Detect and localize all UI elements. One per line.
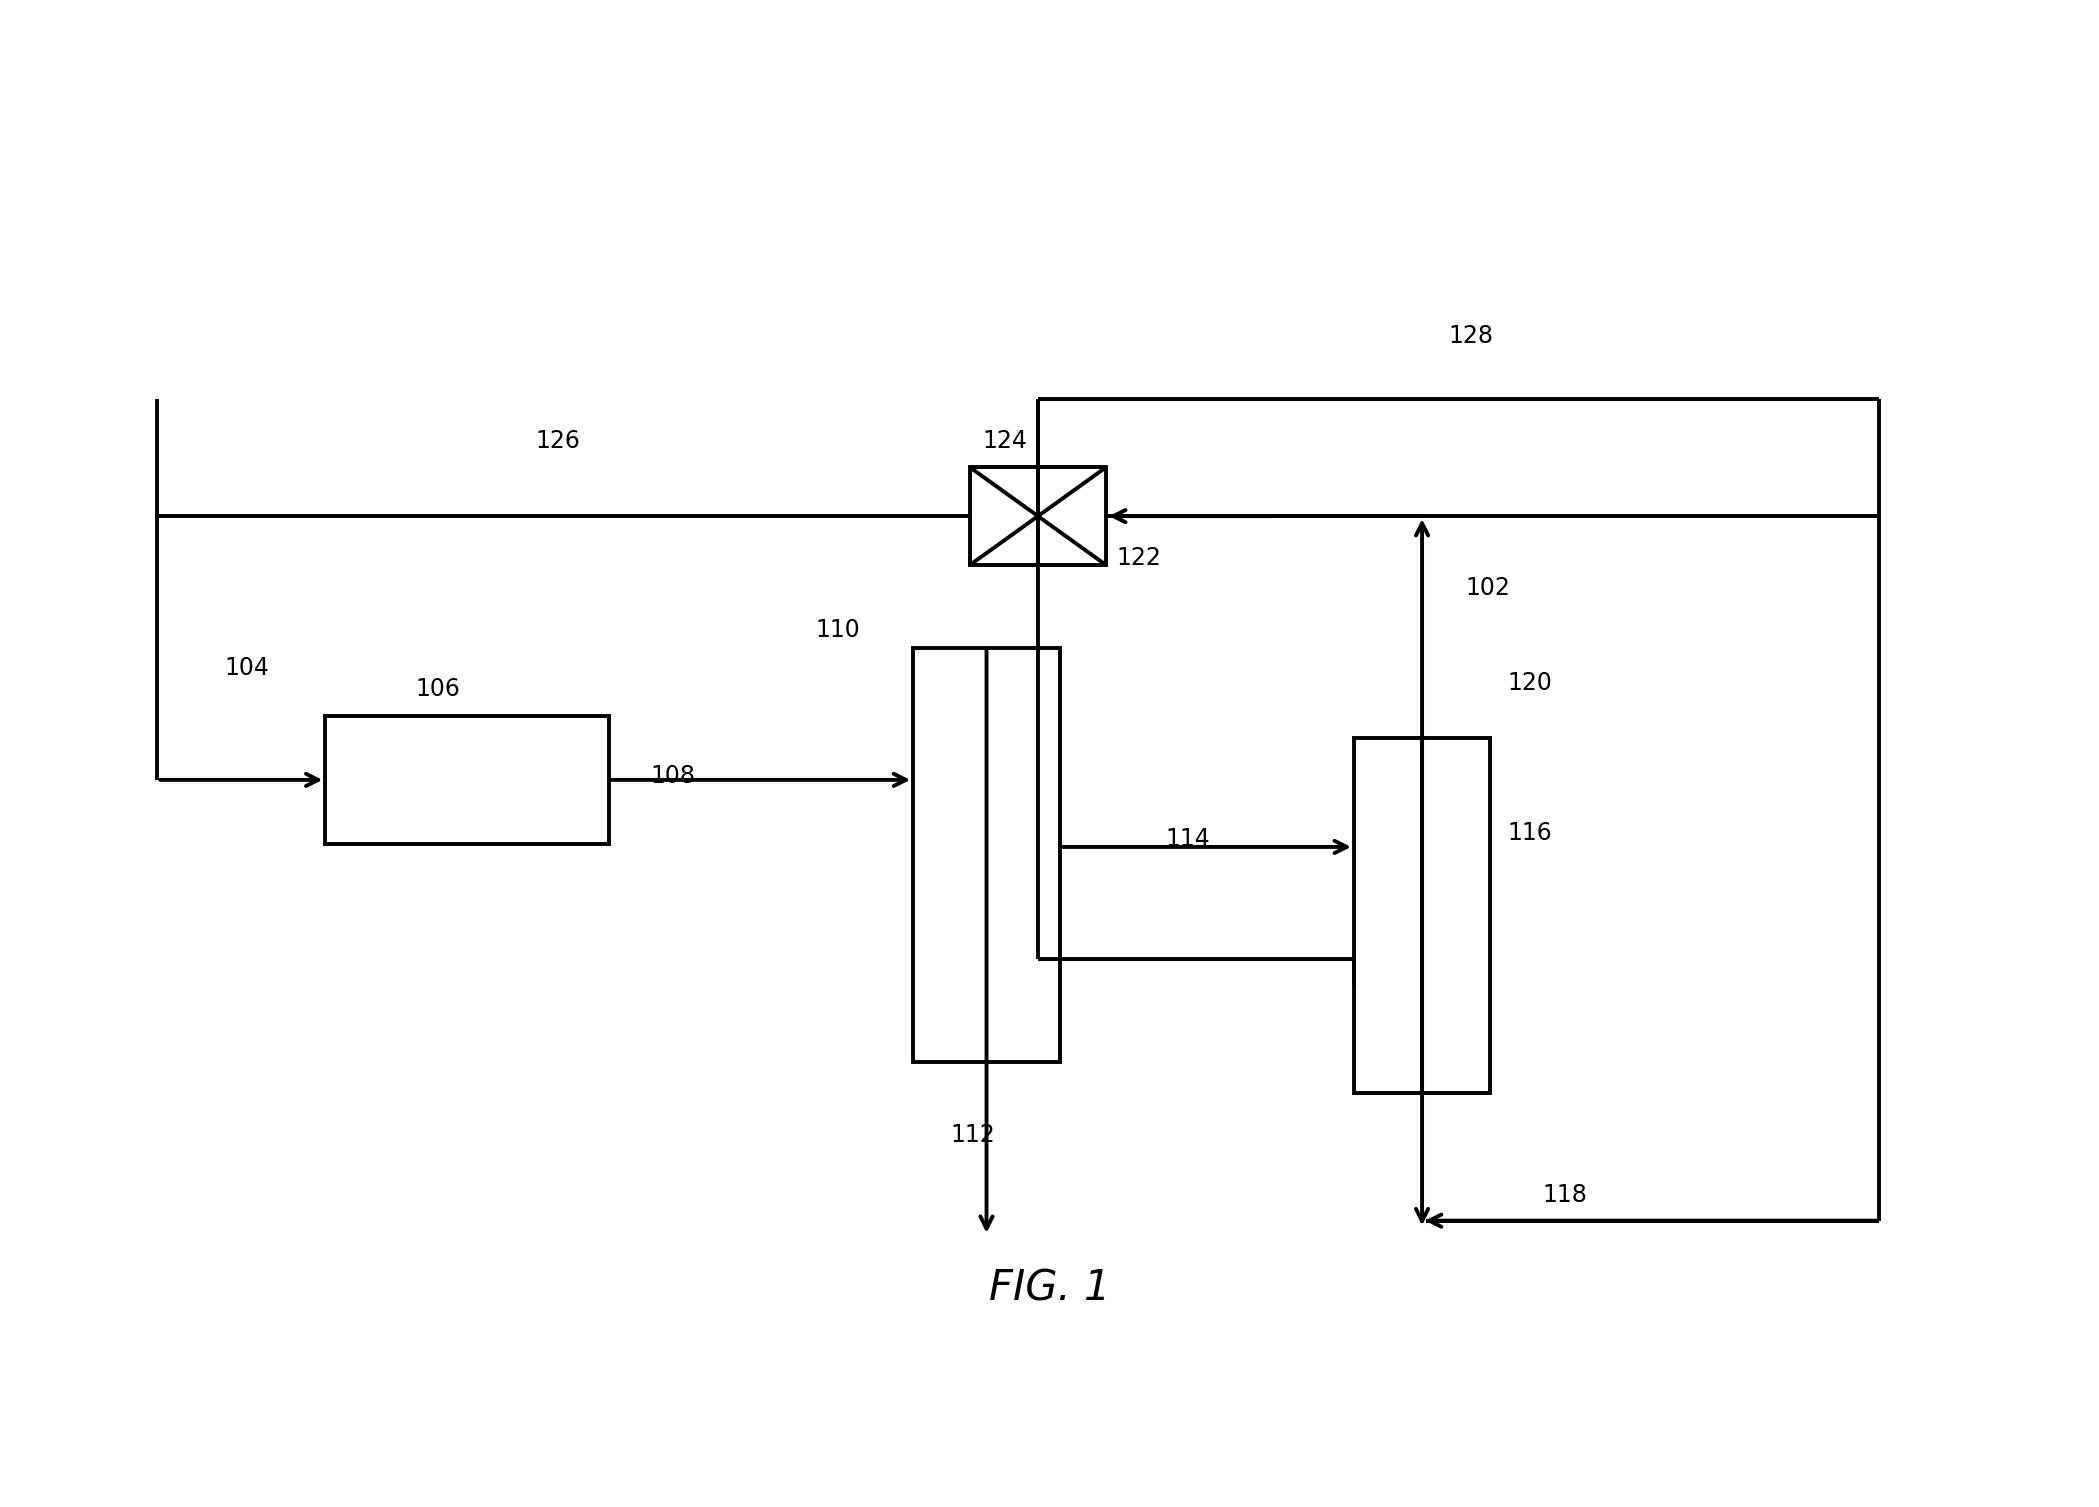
Text: 106: 106: [416, 677, 460, 701]
Text: FIG. 1: FIG. 1: [989, 1267, 1110, 1310]
Bar: [970, 467, 1106, 565]
Text: 104: 104: [225, 656, 269, 680]
Text: 118: 118: [1543, 1183, 1587, 1207]
Text: 124: 124: [982, 429, 1026, 454]
Text: 110: 110: [817, 618, 861, 642]
Text: 120: 120: [1507, 671, 1551, 695]
Text: 116: 116: [1507, 821, 1551, 845]
Text: 122: 122: [1117, 546, 1161, 570]
Text: 108: 108: [651, 764, 695, 788]
Bar: [913, 648, 1060, 1062]
Text: 102: 102: [1465, 576, 1509, 600]
Bar: [325, 716, 609, 844]
Text: 128: 128: [1448, 324, 1492, 348]
Text: 114: 114: [1165, 827, 1209, 851]
Bar: [1354, 738, 1490, 1093]
Text: 112: 112: [951, 1123, 995, 1147]
Text: 126: 126: [535, 429, 579, 454]
